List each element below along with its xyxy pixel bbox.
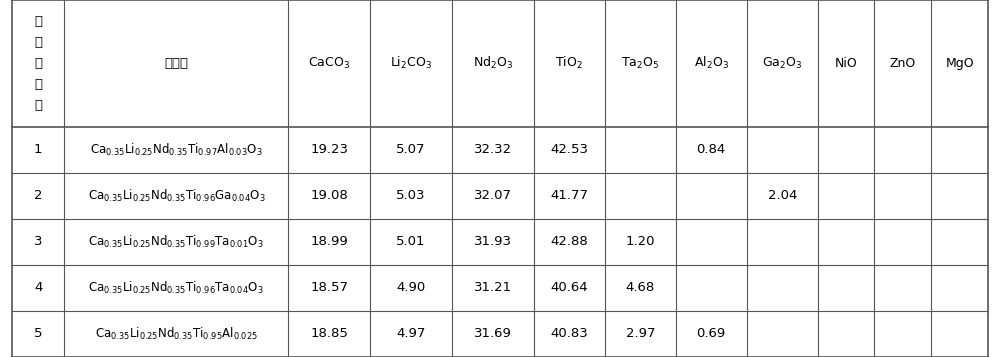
Text: 号: 号 — [34, 99, 42, 112]
Text: 5.07: 5.07 — [396, 143, 426, 156]
Text: 5.01: 5.01 — [396, 235, 426, 248]
Text: 编: 编 — [34, 78, 42, 91]
Text: Nd$_2$O$_3$: Nd$_2$O$_3$ — [473, 55, 513, 71]
Text: 2.04: 2.04 — [768, 189, 797, 202]
Text: NiO: NiO — [835, 57, 857, 70]
Text: 18.57: 18.57 — [310, 281, 348, 295]
Text: 0.69: 0.69 — [697, 327, 726, 341]
Text: 0.84: 0.84 — [697, 143, 726, 156]
Text: 5: 5 — [34, 327, 42, 341]
Text: Ca$_{0.35}$Li$_{0.25}$Nd$_{0.35}$Ti$_{0.96}$Ta$_{0.04}$O$_3$: Ca$_{0.35}$Li$_{0.25}$Nd$_{0.35}$Ti$_{0.… — [88, 280, 264, 296]
Text: 4.90: 4.90 — [396, 281, 426, 295]
Text: Ta$_2$O$_5$: Ta$_2$O$_5$ — [621, 56, 659, 71]
Text: 19.08: 19.08 — [310, 189, 348, 202]
Text: 42.88: 42.88 — [550, 235, 588, 248]
Text: 5.03: 5.03 — [396, 189, 426, 202]
Text: 31.21: 31.21 — [474, 281, 512, 295]
Text: ZnO: ZnO — [890, 57, 916, 70]
Text: Al$_2$O$_3$: Al$_2$O$_3$ — [694, 55, 729, 71]
Text: 实: 实 — [34, 15, 42, 27]
Text: 4.97: 4.97 — [396, 327, 426, 341]
Text: 32.07: 32.07 — [474, 189, 512, 202]
Text: Ca$_{0.35}$Li$_{0.25}$Nd$_{0.35}$Ti$_{0.99}$Ta$_{0.01}$O$_3$: Ca$_{0.35}$Li$_{0.25}$Nd$_{0.35}$Ti$_{0.… — [88, 234, 264, 250]
Text: 3: 3 — [34, 235, 42, 248]
Text: 31.93: 31.93 — [474, 235, 512, 248]
Text: 1.20: 1.20 — [626, 235, 655, 248]
Text: 40.83: 40.83 — [550, 327, 588, 341]
Text: Li$_2$CO$_3$: Li$_2$CO$_3$ — [390, 55, 432, 71]
Text: MgO: MgO — [945, 57, 974, 70]
Text: 40.64: 40.64 — [551, 281, 588, 295]
Text: 2: 2 — [34, 189, 42, 202]
Text: 例: 例 — [34, 57, 42, 70]
Text: 1: 1 — [34, 143, 42, 156]
Text: 41.77: 41.77 — [550, 189, 588, 202]
Text: Ca$_{0.35}$Li$_{0.25}$Nd$_{0.35}$Ti$_{0.96}$Ga$_{0.04}$O$_3$: Ca$_{0.35}$Li$_{0.25}$Nd$_{0.35}$Ti$_{0.… — [88, 188, 265, 204]
Text: 18.85: 18.85 — [310, 327, 348, 341]
Text: 42.53: 42.53 — [550, 143, 588, 156]
Text: TiO$_2$: TiO$_2$ — [555, 55, 583, 71]
Text: 施: 施 — [34, 36, 42, 49]
Text: 4: 4 — [34, 281, 42, 295]
Text: 31.69: 31.69 — [474, 327, 512, 341]
Text: 18.99: 18.99 — [310, 235, 348, 248]
Text: Ca$_{0.35}$Li$_{0.25}$Nd$_{0.35}$Ti$_{0.97}$Al$_{0.03}$O$_3$: Ca$_{0.35}$Li$_{0.25}$Nd$_{0.35}$Ti$_{0.… — [90, 142, 263, 158]
Text: 32.32: 32.32 — [474, 143, 512, 156]
Text: 19.23: 19.23 — [310, 143, 348, 156]
Text: CaCO$_3$: CaCO$_3$ — [308, 56, 350, 71]
Text: Ca$_{0.35}$Li$_{0.25}$Nd$_{0.35}$Ti$_{0.95}$Al$_{0.025}$: Ca$_{0.35}$Li$_{0.25}$Nd$_{0.35}$Ti$_{0.… — [95, 326, 258, 342]
Text: 4.68: 4.68 — [626, 281, 655, 295]
Text: 2.97: 2.97 — [626, 327, 655, 341]
Text: 分子式: 分子式 — [164, 57, 188, 70]
Text: Ga$_2$O$_3$: Ga$_2$O$_3$ — [762, 56, 802, 71]
